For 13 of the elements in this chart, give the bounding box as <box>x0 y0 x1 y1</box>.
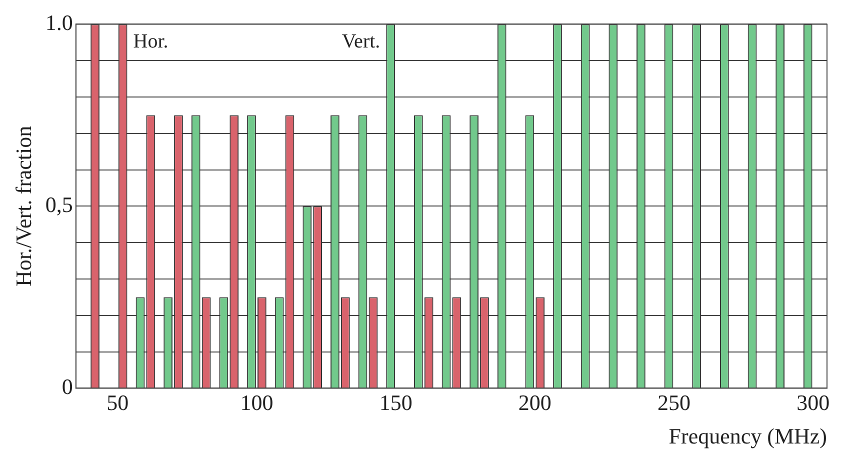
series-label: Vert. <box>342 30 380 52</box>
x-tick-label: 200 <box>518 390 552 416</box>
x-axis-title: Frequency (MHz) <box>668 424 827 449</box>
x-tick-label: 50 <box>106 390 129 416</box>
x-tick-label: 300 <box>796 390 830 416</box>
x-tick-label: 100 <box>240 390 274 416</box>
y-tick-label: 0 <box>62 374 73 399</box>
y-tick-label: 0,5 <box>45 192 73 217</box>
x-tick-label: 150 <box>379 390 412 416</box>
y-tick-label: 1.0 <box>45 10 73 35</box>
series-label: Hor. <box>133 30 168 52</box>
y-axis-title: Hor./Vert. fraction <box>10 126 36 287</box>
x-tick-label: 250 <box>658 390 690 416</box>
